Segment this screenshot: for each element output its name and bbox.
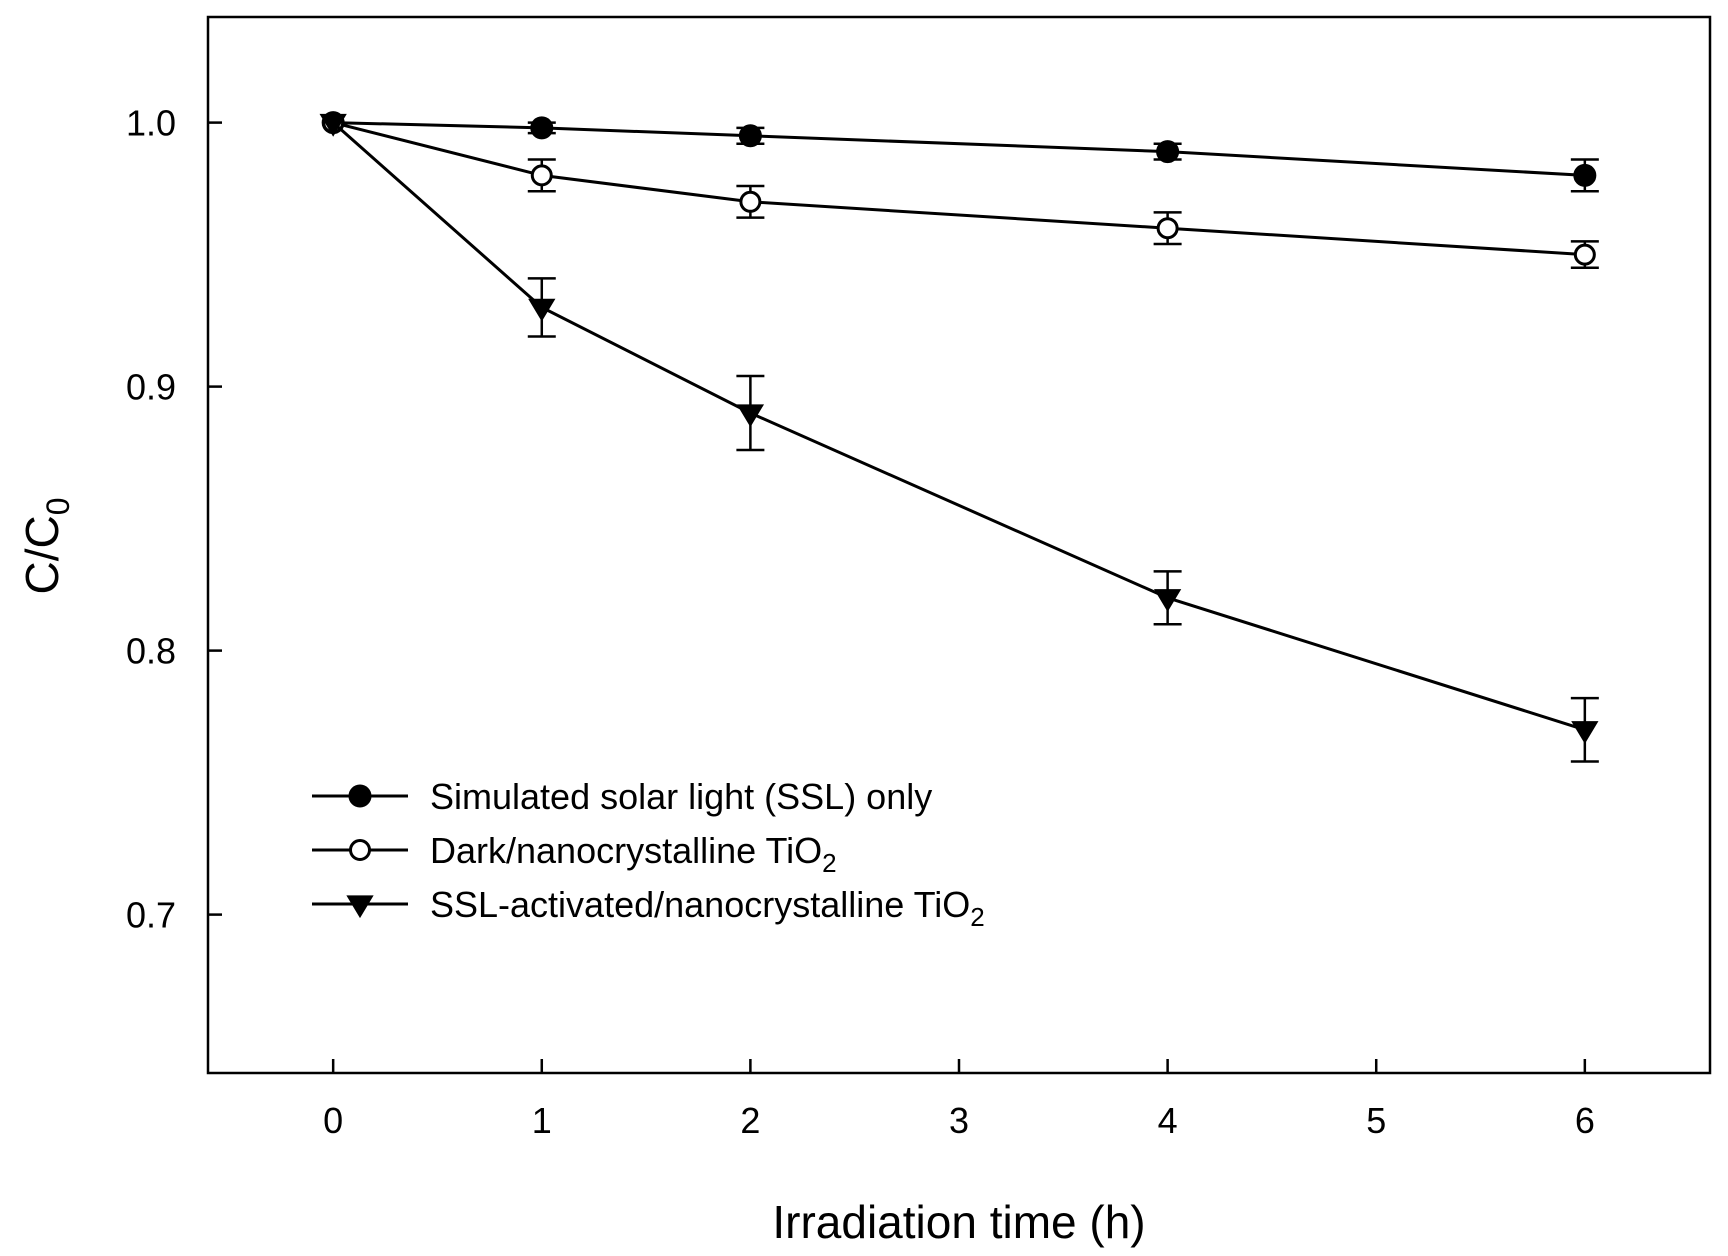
legend-marker (346, 895, 374, 919)
series-2 (322, 111, 1599, 270)
x-axis-ticks: 0 1 2 3 4 5 6 (323, 1059, 1595, 1141)
series-1-point (1573, 163, 1597, 187)
y-axis-ticks: 0.7 0.8 0.9 1.0 (126, 103, 222, 936)
x-tick-label: 3 (949, 1100, 969, 1141)
series-1 (321, 111, 1599, 193)
x-tick-label: 0 (323, 1100, 343, 1141)
x-tick-label: 2 (740, 1100, 760, 1141)
y-axis-title-main: C/C (16, 515, 68, 594)
y-tick-label: 0.9 (126, 367, 176, 408)
x-tick-label: 1 (532, 1100, 552, 1141)
series-2-point (1573, 243, 1596, 266)
series-3-point (1571, 721, 1599, 744)
series-2-point (739, 190, 762, 213)
series-2-point (1156, 217, 1179, 240)
series-layer (319, 111, 1599, 763)
series-1-line (333, 121, 1585, 177)
x-axis-title: Irradiation time (h) (772, 1196, 1145, 1248)
legend-item-3: SSL-activated/nanocrystalline TiO2 (312, 884, 985, 932)
series-3 (319, 113, 1599, 763)
legend-item-1: Simulated solar light (SSL) only (312, 776, 932, 817)
series-1-point (738, 124, 762, 148)
series-1-point (530, 116, 554, 140)
legend-label: Dark/nanocrystalline TiO2 (430, 830, 837, 878)
y-axis-title: C/C0 (16, 497, 76, 594)
legend-marker (349, 839, 371, 861)
legend-label-main: SSL-activated/nanocrystalline TiO (430, 884, 970, 925)
series-3-point (736, 404, 765, 428)
legend-label-subscript: 2 (822, 848, 836, 878)
series-3-point (319, 113, 347, 137)
legend-item-2: Dark/nanocrystalline TiO2 (312, 830, 837, 878)
legend-marker (348, 784, 372, 808)
legend: Simulated solar light (SSL) only Dark/nan… (312, 776, 985, 932)
y-axis-title-subscript: 0 (40, 497, 76, 515)
series-3-point (528, 298, 556, 322)
legend-label: Simulated solar light (SSL) only (430, 776, 932, 817)
legend-label: SSL-activated/nanocrystalline TiO2 (430, 884, 985, 932)
legend-label-subscript: 2 (970, 902, 984, 932)
series-3-point (1153, 589, 1182, 612)
x-tick-label: 4 (1158, 1100, 1178, 1141)
x-tick-label: 5 (1366, 1100, 1386, 1141)
y-tick-label: 0.7 (126, 895, 176, 936)
y-tick-label: 0.8 (126, 631, 176, 672)
legend-label-main: Dark/nanocrystalline TiO (430, 830, 822, 871)
y-tick-label: 1.0 (126, 103, 176, 144)
series-1-point (1156, 140, 1180, 164)
legend-label-main: Simulated solar light (SSL) only (430, 776, 932, 817)
x-tick-label: 6 (1575, 1100, 1595, 1141)
series-2-point (530, 164, 553, 187)
